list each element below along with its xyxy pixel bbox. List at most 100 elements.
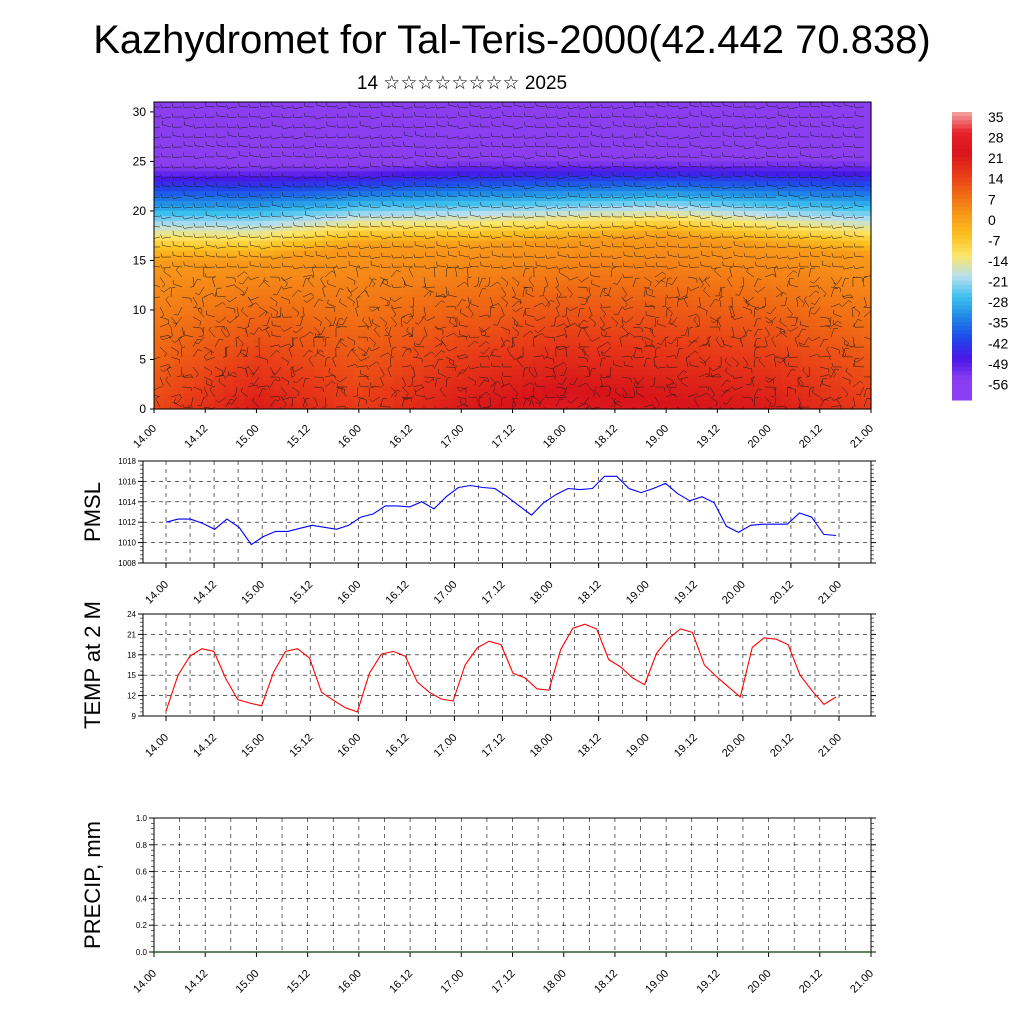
heatmap-cell <box>243 230 255 237</box>
heatmap-cell <box>841 205 852 212</box>
heatmap-cell <box>402 354 414 361</box>
wind-barb <box>206 214 216 218</box>
heatmap-cell <box>313 181 324 187</box>
heatmap-cell <box>552 255 563 262</box>
heatmap-cell <box>572 245 583 252</box>
heatmap-cell <box>323 106 334 113</box>
heatmap-cell <box>283 245 295 252</box>
heatmap-cell <box>223 290 235 296</box>
heatmap-cell <box>512 181 524 187</box>
heatmap-cell <box>154 374 165 380</box>
heatmap-cell <box>512 314 524 321</box>
heatmap-cell <box>213 349 225 356</box>
heatmap-cell <box>492 384 504 390</box>
heatmap-cell <box>492 275 504 281</box>
heatmap-cell <box>472 300 484 306</box>
heatmap-cell <box>263 314 275 321</box>
heatmap-cell <box>761 220 773 227</box>
heatmap-cell <box>373 171 384 177</box>
heatmap-cell <box>273 196 285 202</box>
wind-barb <box>226 113 229 118</box>
heatmap-cell <box>373 275 384 281</box>
heatmap-cell <box>721 196 733 202</box>
wind-barb <box>192 278 198 288</box>
heatmap-cell <box>612 201 623 207</box>
heatmap-cell <box>512 176 524 182</box>
heatmap-cell <box>522 116 534 123</box>
heatmap-cell <box>821 290 832 296</box>
wind-barb <box>237 224 240 229</box>
heatmap-cell <box>223 116 235 123</box>
heatmap-cell <box>273 305 285 311</box>
heatmap-cell <box>691 329 703 336</box>
heatmap-cell <box>661 151 673 158</box>
heatmap-cell <box>333 151 344 158</box>
heatmap-cell <box>442 329 454 336</box>
wind-barb <box>183 252 185 257</box>
heatmap-cell <box>861 295 872 301</box>
heatmap-cell <box>641 354 653 361</box>
heatmap-cell <box>781 186 792 192</box>
heatmap-cell <box>721 250 733 257</box>
heatmap-cell <box>183 102 195 108</box>
heatmap-cell <box>711 131 723 138</box>
heatmap-cell <box>801 329 812 336</box>
heatmap-cell <box>393 181 404 187</box>
heatmap-cell <box>522 300 534 306</box>
heatmap-cell <box>223 161 235 167</box>
heatmap-cell <box>761 374 773 380</box>
heatmap-cell <box>323 230 334 237</box>
heatmap-cell <box>731 404 743 410</box>
heatmap-cell <box>313 106 324 113</box>
heatmap-cell <box>701 111 713 118</box>
heatmap-cell <box>432 116 444 123</box>
heatmap-cell <box>313 186 324 192</box>
heatmap-cell <box>552 156 563 163</box>
heatmap-cell <box>572 329 583 336</box>
wind-barb <box>210 371 213 376</box>
heatmap-cell <box>651 309 663 316</box>
heatmap-cell <box>831 374 842 380</box>
heatmap-cell <box>333 220 344 227</box>
heatmap-cell <box>402 275 414 281</box>
heatmap-cell <box>442 344 454 351</box>
heatmap-cell <box>781 141 792 148</box>
wind-barb <box>206 144 216 148</box>
heatmap-cell <box>671 379 683 385</box>
heatmap-cell <box>353 141 364 148</box>
heatmap-cell <box>213 324 225 331</box>
heatmap-cell <box>472 126 484 133</box>
heatmap-cell <box>223 275 235 281</box>
heatmap-cell <box>383 364 394 370</box>
heatmap-cell <box>522 319 534 326</box>
heatmap-cell <box>731 305 743 311</box>
heatmap-cell <box>223 394 235 400</box>
heatmap-cell <box>851 116 862 123</box>
heatmap-cell <box>303 161 314 167</box>
heatmap-cell <box>861 314 872 321</box>
heatmap-cell <box>771 191 782 197</box>
heatmap-cell <box>572 285 583 291</box>
heatmap-cell <box>183 121 195 128</box>
heatmap-cell <box>173 121 185 128</box>
heatmap-cell <box>402 309 414 316</box>
wind-barb <box>171 113 174 118</box>
heatmap-cell <box>482 344 494 351</box>
heatmap-cell <box>482 171 494 177</box>
heatmap-cell <box>273 404 285 410</box>
heatmap-cell <box>691 126 703 133</box>
heatmap-cell <box>273 344 285 351</box>
heatmap-cell <box>502 285 514 291</box>
heatmap-cell <box>801 111 812 118</box>
heatmap-cell <box>223 374 235 380</box>
heatmap-cell <box>612 359 623 366</box>
heatmap-cell <box>801 250 812 257</box>
heatmap-cell <box>562 230 573 237</box>
heatmap-cell <box>343 191 354 197</box>
wind-barb <box>150 113 151 117</box>
heatmap-cell <box>253 260 265 266</box>
heatmap-cell <box>203 171 215 177</box>
wind-barb <box>226 262 229 267</box>
heatmap-cell <box>243 329 255 336</box>
heatmap-cell <box>303 354 314 361</box>
